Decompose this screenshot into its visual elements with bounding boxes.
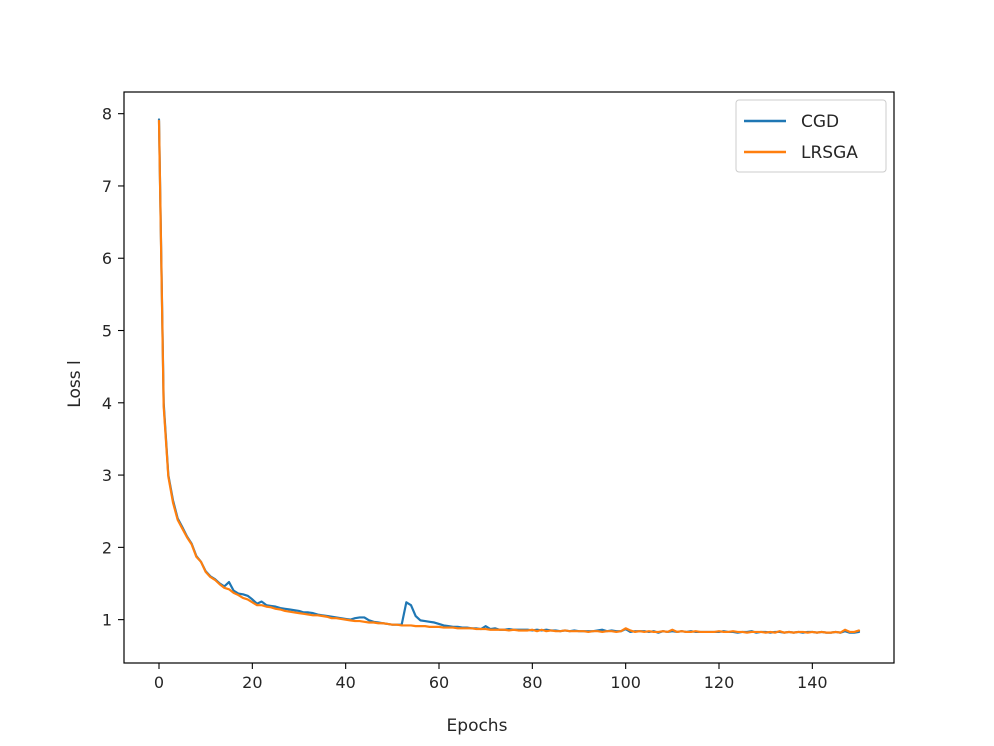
plot-area [124,92,894,663]
y-tick-label: 5 [102,322,112,341]
x-tick-label: 40 [335,673,355,692]
x-tick-label: 140 [797,673,828,692]
y-tick-label: 1 [102,611,112,630]
legend-box [735,99,887,173]
x-tick-label: 60 [429,673,449,692]
axes-frame [123,91,895,664]
x-tick-label: 120 [704,673,735,692]
y-tick-label: 7 [102,177,112,196]
y-tick-label: 4 [102,394,112,413]
series-line-lrsga [157,119,861,634]
y-axis-title: Loss l [65,360,85,407]
y-tick-label: 6 [102,249,112,268]
x-tick-label: 20 [242,673,262,692]
legend-label-cgd: CGD [801,112,839,132]
y-axis-ticks: 1 2 3 4 5 6 7 8 [102,105,124,630]
x-tick-label: 100 [610,673,641,692]
legend-label-lrsga: LRSGA [801,143,858,163]
legend: CGD LRSGA [735,99,887,173]
x-tick-label: 0 [154,673,164,692]
y-tick-label: 2 [102,538,112,557]
y-tick-label: 8 [102,105,112,124]
x-tick-label: 80 [522,673,542,692]
x-axis-ticks: 0 20 40 60 80 100 120 140 [154,663,828,692]
x-axis-title: Epochs [447,716,508,736]
y-tick-label: 3 [102,466,112,485]
series-layer [157,118,861,634]
